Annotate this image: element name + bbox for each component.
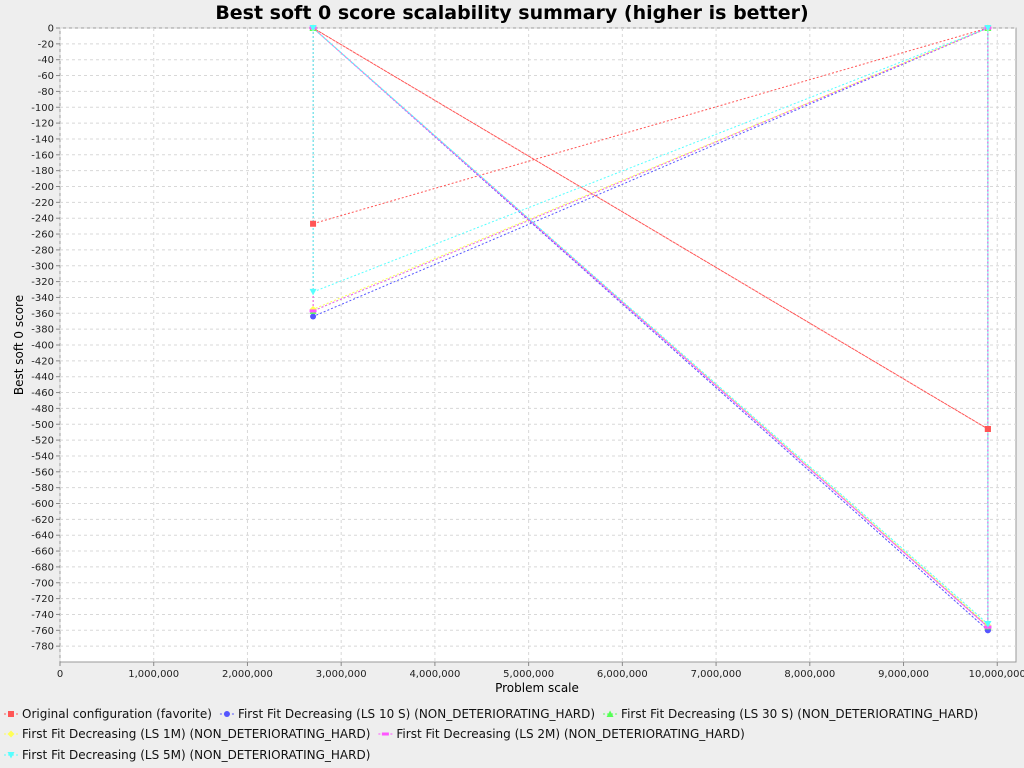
y-tick-label: -280: [31, 245, 54, 256]
data-point: [309, 309, 317, 313]
data-point: [984, 25, 992, 32]
y-tick-label: -620: [31, 515, 54, 526]
y-tick-label: -740: [31, 610, 54, 621]
y-tick-label: -380: [31, 325, 54, 336]
legend-label: First Fit Decreasing (LS 10 S) (NON_DETE…: [238, 707, 595, 721]
legend: Original configuration (favorite) First F…: [4, 707, 978, 762]
y-tick-label: -360: [31, 309, 54, 320]
y-tick-label: -600: [31, 499, 54, 510]
y-tick-label: -60: [38, 71, 54, 82]
y-tick-label: -80: [38, 87, 54, 98]
y-tick-label: -340: [31, 293, 54, 304]
y-axis-label: Best soft 0 score: [12, 295, 26, 395]
y-tick-label: -660: [31, 547, 54, 558]
legend-label: First Fit Decreasing (LS 2M) (NON_DETERI…: [396, 727, 744, 741]
legend-marker: [8, 711, 14, 717]
legend-item: First Fit Decreasing (LS 5M) (NON_DETERI…: [4, 748, 370, 762]
legend-item: First Fit Decreasing (LS 10 S) (NON_DETE…: [219, 707, 595, 721]
y-tick-label: -200: [31, 182, 54, 193]
x-tick-label: 2,000,000: [222, 669, 273, 680]
y-tick-label: -580: [31, 483, 54, 494]
legend-marker: [223, 711, 230, 717]
x-tick-label: 8,000,000: [784, 669, 835, 680]
legend-marker: [606, 710, 614, 717]
chart-title: Best soft 0 score scalability summary (h…: [215, 2, 808, 24]
data-point: [309, 288, 317, 296]
series-line: [312, 27, 989, 430]
y-tick-label: -180: [31, 166, 54, 177]
y-tick-label: -420: [31, 356, 54, 367]
y-tick-label: -240: [31, 214, 54, 225]
y-tick-label: -320: [31, 277, 54, 288]
legend-label: First Fit Decreasing (LS 1M) (NON_DETERI…: [22, 727, 370, 741]
data-point: [309, 25, 317, 32]
y-tick-label: -160: [31, 150, 54, 161]
data-point: [984, 426, 991, 433]
legend-label: Original configuration (favorite): [22, 707, 212, 721]
legend-marker: [7, 752, 15, 759]
y-tick-label: -260: [31, 230, 54, 241]
series-markers: [309, 24, 992, 634]
y-tick-label: -680: [31, 562, 54, 573]
y-tick-label: -540: [31, 451, 54, 462]
legend-marker: [7, 730, 15, 738]
legend-item: First Fit Decreasing (LS 2M) (NON_DETERI…: [378, 727, 745, 741]
x-tick-label: 10,000,000: [969, 669, 1024, 680]
x-tick-label: 3,000,000: [316, 669, 367, 680]
y-tick-label: -480: [31, 404, 54, 415]
y-tick-label: -460: [31, 388, 54, 399]
y-tick-label: -220: [31, 198, 54, 209]
plot-area: [59, 27, 1017, 663]
y-tick-label: -560: [31, 467, 54, 478]
x-tick-label: 4,000,000: [409, 669, 460, 680]
y-tick-label: -760: [31, 626, 54, 637]
series-lines: [312, 27, 989, 632]
y-tick-label: -780: [31, 642, 54, 653]
y-tick-label: -400: [31, 341, 54, 352]
y-tick-label: -720: [31, 594, 54, 605]
x-tick-label: 0: [57, 669, 63, 680]
x-axis-label: Problem scale: [495, 681, 579, 695]
series-line: [312, 27, 989, 629]
y-tick-label: -640: [31, 531, 54, 542]
y-tick-label: 0: [48, 24, 54, 35]
y-tick-label: -520: [31, 436, 54, 447]
x-tick-label: 1,000,000: [128, 669, 179, 680]
y-tick-label: -20: [38, 39, 54, 50]
legend-item: First Fit Decreasing (LS 1M) (NON_DETERI…: [4, 727, 370, 741]
x-tick-label: 6,000,000: [597, 669, 648, 680]
data-point: [310, 313, 317, 320]
legend-label: First Fit Decreasing (LS 5M) (NON_DETERI…: [22, 748, 370, 762]
y-tick-label: -140: [31, 134, 54, 145]
data-point: [984, 620, 992, 628]
x-tick-label: 7,000,000: [691, 669, 742, 680]
legend-marker: [381, 732, 389, 736]
y-tick-label: -300: [31, 261, 54, 272]
y-tick-label: -40: [38, 55, 54, 66]
data-point: [310, 220, 317, 227]
legend-item: First Fit Decreasing (LS 30 S) (NON_DETE…: [603, 707, 978, 721]
legend-label: First Fit Decreasing (LS 30 S) (NON_DETE…: [621, 707, 978, 721]
y-tick-label: -700: [31, 578, 54, 589]
y-tick-label: -440: [31, 372, 54, 383]
y-tick-label: -120: [31, 119, 54, 130]
y-tick-label: -100: [31, 103, 54, 114]
x-tick-label: 5,000,000: [503, 669, 554, 680]
legend-item: Original configuration (favorite): [4, 707, 212, 721]
y-tick-label: -500: [31, 420, 54, 431]
x-tick-label: 9,000,000: [878, 669, 929, 680]
